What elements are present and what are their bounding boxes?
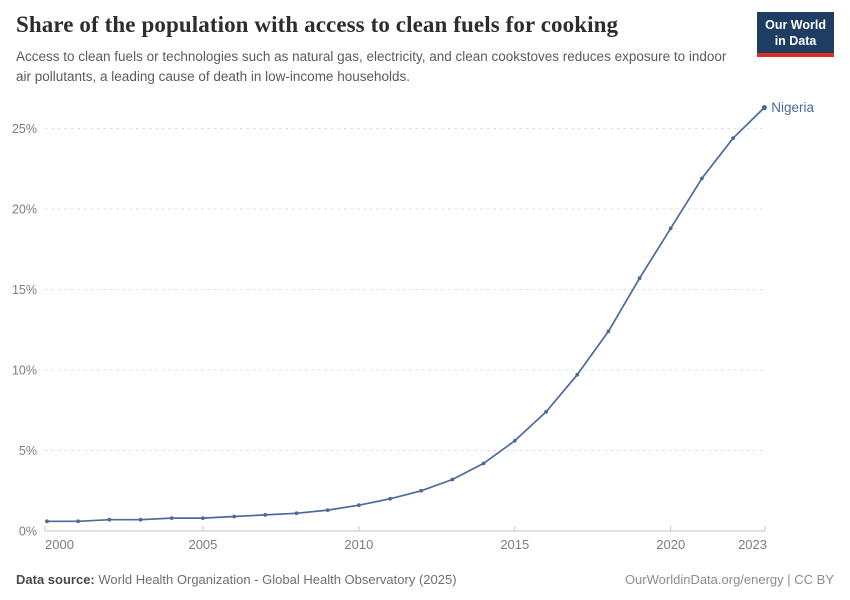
data-point-2002 — [107, 517, 112, 522]
series-label-nigeria[interactable]: Nigeria — [771, 100, 814, 115]
data-point-2011 — [388, 496, 392, 501]
data-point-2017 — [575, 372, 580, 377]
x-axis-label-2020: 2020 — [656, 537, 685, 552]
nigeria-line-series — [46, 106, 766, 523]
data-source: Data source: World Health Organization -… — [16, 572, 457, 587]
data-point-2016 — [544, 410, 548, 414]
x-axis-label-2000: 2000 — [45, 537, 74, 552]
owid-logo-line1: Our World — [765, 18, 826, 32]
data-point-2012 — [419, 488, 424, 493]
y-axis-label-0: 0% — [19, 525, 37, 539]
data-source-text[interactable]: World Health Organization - Global Healt… — [98, 572, 457, 587]
data-point-2021 — [700, 176, 704, 181]
y-axis-label-20: 20% — [12, 203, 37, 217]
y-axis-label-5: 5% — [19, 444, 37, 458]
x-axis-label-2010: 2010 — [344, 537, 373, 552]
data-point-2008 — [294, 511, 299, 516]
data-source-label: Data source: — [16, 572, 95, 587]
data-point-2014 — [481, 461, 486, 466]
page-title: Share of the population with access to c… — [16, 12, 619, 37]
footer-link[interactable]: OurWorldinData.org/energy | CC BY — [624, 572, 834, 587]
data-point-2003 — [138, 517, 143, 522]
data-point-2001 — [76, 519, 81, 524]
x-axis-label-2023: 2023 — [738, 537, 767, 552]
data-point-2009 — [325, 508, 330, 512]
data-point-2015 — [512, 438, 517, 443]
data-point-2022 — [731, 136, 735, 141]
data-point-2018 — [606, 329, 611, 334]
y-axis-label-25: 25% — [12, 122, 37, 136]
data-point-2000 — [45, 519, 49, 524]
x-axis-label-2015: 2015 — [500, 537, 529, 552]
data-point-2006 — [232, 514, 237, 519]
data-point-2023 — [761, 105, 767, 111]
owid-logo: Our World in Data — [757, 12, 834, 58]
y-axis-label-15: 15% — [12, 283, 37, 297]
chart-header: Share of the population with access to c… — [16, 12, 750, 86]
data-point-2019 — [637, 276, 642, 281]
chart-subtitle: Access to clean fuels or technologies su… — [16, 49, 727, 84]
data-point-2020 — [668, 226, 673, 231]
data-point-2005 — [201, 516, 205, 520]
data-point-2010 — [357, 503, 361, 508]
data-point-2013 — [450, 477, 455, 482]
data-point-2007 — [263, 513, 268, 517]
y-axis-label-10: 10% — [12, 364, 37, 378]
chart-footer: Data source: World Health Organization -… — [16, 572, 834, 587]
owid-logo-line2: in Data — [774, 33, 817, 48]
data-point-2004 — [169, 516, 174, 520]
x-axis-label-2005: 2005 — [188, 537, 217, 552]
